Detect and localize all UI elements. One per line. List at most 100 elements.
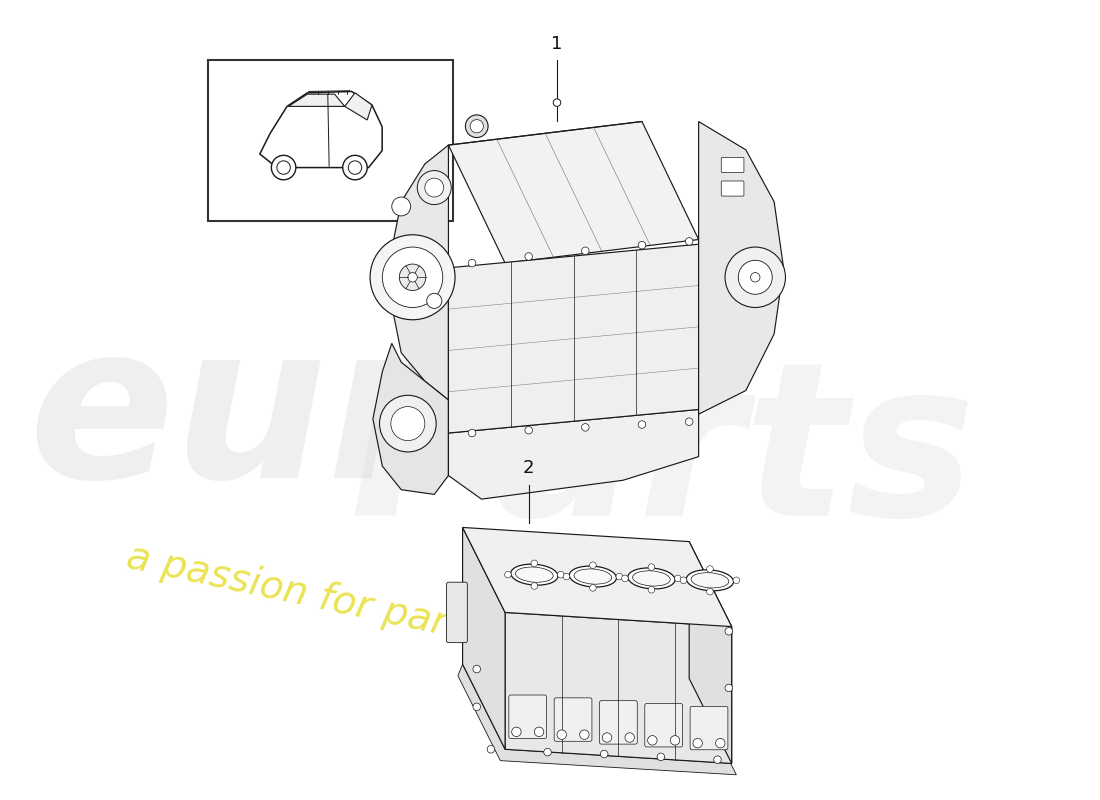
Circle shape (512, 727, 521, 737)
Circle shape (648, 564, 654, 570)
FancyBboxPatch shape (447, 582, 468, 642)
Circle shape (716, 738, 725, 748)
Circle shape (531, 560, 538, 566)
FancyBboxPatch shape (509, 695, 547, 738)
Circle shape (469, 259, 476, 267)
Circle shape (733, 577, 739, 584)
Circle shape (535, 727, 543, 737)
Circle shape (657, 753, 664, 761)
Circle shape (638, 421, 646, 428)
Bar (208, 60, 453, 221)
Circle shape (558, 571, 564, 578)
Circle shape (525, 253, 532, 260)
Circle shape (473, 666, 481, 673)
FancyBboxPatch shape (722, 158, 744, 173)
Circle shape (473, 703, 481, 710)
Circle shape (625, 733, 635, 742)
Circle shape (725, 627, 733, 635)
Circle shape (343, 155, 367, 180)
Polygon shape (449, 410, 698, 499)
Text: 1: 1 (551, 34, 563, 53)
Circle shape (680, 577, 686, 584)
Circle shape (277, 161, 290, 174)
Circle shape (379, 395, 437, 452)
Text: euro: euro (29, 314, 582, 523)
FancyBboxPatch shape (600, 701, 637, 744)
Circle shape (563, 574, 570, 580)
Ellipse shape (516, 567, 553, 582)
Circle shape (725, 247, 785, 307)
Circle shape (427, 294, 442, 309)
Circle shape (621, 575, 628, 582)
Text: 2: 2 (522, 459, 535, 478)
Circle shape (603, 733, 612, 742)
Circle shape (349, 161, 362, 174)
Polygon shape (449, 122, 698, 263)
Ellipse shape (570, 566, 616, 587)
Circle shape (525, 426, 532, 434)
Circle shape (465, 115, 488, 138)
Ellipse shape (510, 564, 558, 585)
Circle shape (390, 406, 425, 441)
Circle shape (674, 575, 681, 582)
Ellipse shape (686, 570, 734, 591)
FancyBboxPatch shape (722, 181, 744, 196)
Text: Parts: Parts (350, 352, 976, 561)
Circle shape (469, 430, 476, 437)
Circle shape (553, 99, 561, 106)
Polygon shape (463, 527, 732, 626)
Ellipse shape (574, 569, 612, 584)
Polygon shape (344, 93, 372, 120)
Text: a passion for parts since 1985: a passion for parts since 1985 (123, 538, 705, 697)
Circle shape (706, 566, 713, 572)
Circle shape (648, 586, 654, 593)
Circle shape (392, 197, 410, 216)
Polygon shape (458, 664, 736, 774)
Circle shape (470, 120, 483, 133)
Circle shape (750, 273, 760, 282)
Circle shape (706, 588, 713, 595)
Circle shape (408, 273, 417, 282)
Polygon shape (463, 527, 505, 750)
Polygon shape (698, 122, 783, 414)
Circle shape (590, 585, 596, 591)
Polygon shape (392, 145, 449, 400)
FancyBboxPatch shape (690, 706, 728, 750)
Circle shape (685, 418, 693, 426)
Polygon shape (463, 664, 732, 763)
Polygon shape (690, 542, 732, 763)
Circle shape (487, 746, 495, 753)
Ellipse shape (691, 573, 729, 588)
Polygon shape (288, 94, 344, 106)
Polygon shape (505, 613, 732, 763)
Circle shape (370, 234, 455, 320)
Circle shape (383, 247, 443, 307)
Polygon shape (260, 91, 382, 167)
Circle shape (505, 571, 512, 578)
Polygon shape (449, 244, 698, 433)
Circle shape (638, 242, 646, 249)
Circle shape (601, 750, 608, 758)
Circle shape (399, 264, 426, 290)
Circle shape (580, 730, 590, 739)
FancyBboxPatch shape (645, 703, 683, 747)
Circle shape (693, 738, 703, 748)
Ellipse shape (632, 570, 670, 586)
Circle shape (582, 424, 590, 431)
Circle shape (543, 748, 551, 756)
FancyBboxPatch shape (554, 698, 592, 742)
Circle shape (616, 574, 623, 580)
Circle shape (272, 155, 296, 180)
Circle shape (725, 684, 733, 692)
Circle shape (557, 730, 566, 739)
Circle shape (670, 736, 680, 745)
Polygon shape (373, 343, 449, 494)
Circle shape (582, 247, 590, 254)
Circle shape (590, 562, 596, 569)
Ellipse shape (628, 568, 675, 589)
Circle shape (425, 178, 443, 197)
Circle shape (531, 582, 538, 590)
Circle shape (685, 238, 693, 245)
Circle shape (714, 756, 722, 763)
Circle shape (417, 170, 451, 205)
